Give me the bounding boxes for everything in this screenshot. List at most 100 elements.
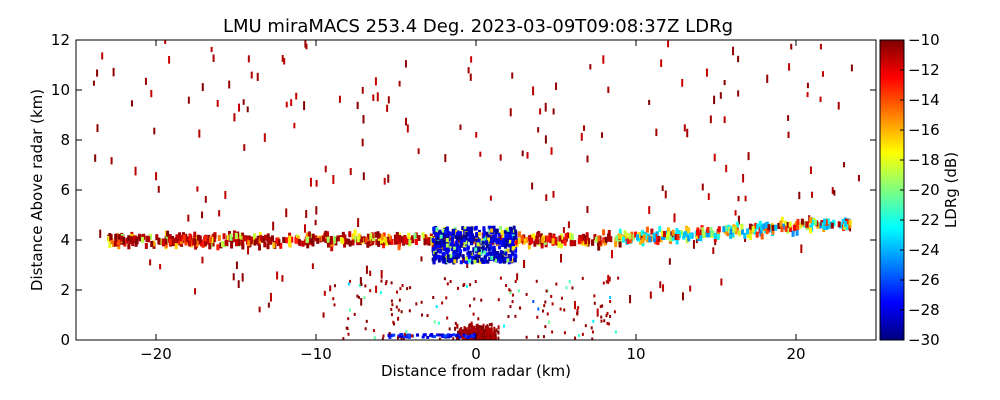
melting-layer-cell [675, 238, 679, 245]
cluster-cell [467, 231, 471, 236]
ground-clutter-cell [475, 324, 478, 329]
cluster-cell [483, 250, 487, 255]
low-level-cell [466, 284, 469, 288]
melting-layer-cell [628, 233, 632, 240]
cluster-cell [434, 240, 438, 245]
melting-layer-cell [417, 234, 421, 241]
ground-clutter-cell [452, 337, 455, 340]
speckle-cell [667, 40, 670, 48]
melting-layer-cell [336, 235, 340, 242]
melting-layer-cell [234, 233, 238, 240]
melting-layer-cell [174, 243, 178, 250]
speckle-cell [110, 157, 113, 165]
melting-layer-cell [397, 244, 401, 251]
cluster-cell [500, 230, 504, 235]
cluster-cell [511, 238, 515, 243]
melting-layer-cell [536, 238, 540, 245]
melting-layer-cell [594, 236, 598, 243]
cluster-cell [468, 234, 472, 239]
speckle-cell [479, 151, 482, 157]
melting-layer-cell [138, 235, 142, 242]
low-level-cell [456, 286, 459, 290]
melting-layer-cell [609, 236, 613, 243]
speckle-cell [157, 185, 160, 193]
low-level-cell [571, 286, 574, 290]
melting-layer-cell [314, 235, 318, 242]
melting-layer-cell [366, 241, 370, 248]
speckle-cell [324, 165, 327, 173]
melting-layer-cell [120, 235, 124, 242]
low-level-cell [505, 283, 508, 287]
speckle-cell [359, 277, 362, 286]
speckle-cell [281, 54, 284, 62]
speckle-cell [475, 132, 478, 138]
cluster-cell [491, 246, 495, 251]
ground-cell [387, 333, 391, 337]
melting-layer-cell [585, 232, 589, 239]
speckle-cell [531, 182, 534, 190]
low-level-cell [445, 296, 448, 300]
low-level-cell [591, 330, 594, 334]
cluster-cell [436, 232, 440, 237]
speckle-cell [99, 229, 102, 238]
melting-layer-cell [326, 236, 330, 243]
melting-layer-cell [699, 229, 703, 236]
low-level-cell [559, 307, 562, 311]
speckle-cell [811, 191, 814, 198]
speckle-cell [649, 291, 652, 299]
low-level-cell [369, 289, 372, 293]
melting-layer-cell [640, 233, 644, 240]
low-level-cell [536, 315, 539, 319]
cluster-cell [500, 258, 504, 263]
melting-layer-cell [305, 237, 309, 244]
cluster-cell [446, 258, 450, 263]
speckle-cell [380, 270, 383, 279]
ground-clutter-cell [470, 321, 473, 326]
cluster-cell [482, 228, 486, 233]
ground-clutter-cell [474, 330, 477, 335]
melting-layer-cell [559, 242, 563, 249]
cluster-cell [490, 239, 494, 244]
melting-layer-cell [532, 233, 536, 240]
low-level-cell [574, 336, 577, 340]
cluster-cell [485, 231, 489, 236]
cluster-cell [493, 233, 497, 238]
speckle-cell [272, 221, 275, 231]
cluster-cell [464, 256, 468, 261]
melting-layer-cell [390, 238, 394, 245]
melting-layer-cell [330, 245, 334, 252]
low-level-cell [420, 313, 423, 317]
speckle-cell [404, 117, 407, 126]
melting-layer-cell [376, 231, 380, 238]
low-level-cell [535, 279, 538, 283]
melting-layer-cell [261, 236, 265, 243]
speckle-cell [719, 92, 722, 99]
speckle-cell [744, 195, 747, 202]
cluster-cell [514, 235, 518, 240]
speckle-cell [305, 210, 308, 218]
speckle-cell [737, 90, 740, 97]
cluster-cell [461, 254, 465, 259]
melting-layer-cell [625, 232, 629, 239]
melting-layer-cell [129, 236, 133, 243]
cluster-cell [466, 245, 470, 250]
melting-layer-cell [148, 233, 152, 240]
melting-layer-cell [713, 233, 717, 240]
low-level-cell [551, 302, 554, 306]
speckle-cell [681, 292, 684, 301]
cluster-cell [445, 243, 449, 248]
cluster-cell [511, 246, 515, 251]
speckle-cell [295, 92, 298, 100]
cluster-cell [458, 231, 462, 236]
melting-layer-cell [301, 240, 305, 247]
low-level-cell [544, 325, 547, 329]
speckle-cell [747, 152, 750, 161]
melting-layer-cell [734, 228, 738, 235]
low-level-cell [454, 321, 457, 325]
low-level-cell [396, 290, 399, 294]
data-layer [92, 40, 860, 340]
melting-layer-cell [326, 231, 330, 238]
cluster-cell [477, 249, 481, 254]
speckle-cell [94, 154, 97, 162]
ground-clutter-cell [475, 334, 478, 339]
